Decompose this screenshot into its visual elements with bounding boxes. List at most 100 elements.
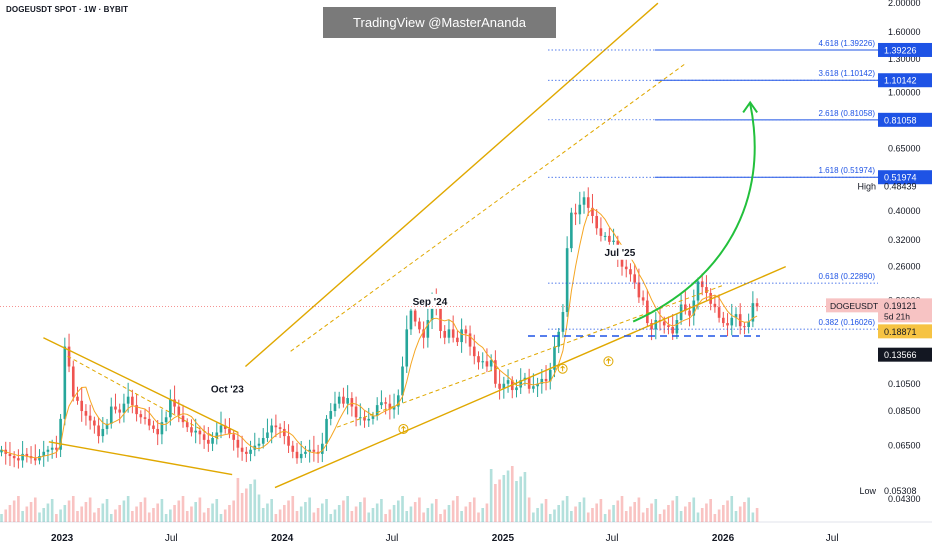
candle-body	[637, 282, 641, 298]
volume-bar	[67, 500, 71, 522]
symbol-header: DOGEUSDT SPOT · 1W · BYBIT	[6, 5, 129, 14]
volume-bar	[38, 512, 41, 522]
candle-body	[194, 430, 197, 433]
candle-body	[71, 366, 75, 397]
candle-body	[181, 415, 185, 423]
volume-bar	[33, 497, 37, 522]
volume-bar	[211, 503, 214, 522]
wedge-lower-line	[48, 441, 233, 476]
candle-body	[173, 399, 176, 407]
volume-bar	[207, 508, 210, 522]
volume-bar	[29, 502, 33, 522]
price-tick-label: 0.40000	[888, 206, 921, 216]
candle-body	[21, 453, 24, 461]
volume-bar	[25, 506, 29, 522]
volume-bar	[544, 499, 548, 522]
price-tick-label: 1.00000	[888, 88, 921, 98]
volume-bar	[684, 506, 687, 522]
candle-body	[574, 212, 577, 215]
volume-bar	[608, 509, 611, 522]
candle-body	[358, 417, 362, 419]
volume-bar	[717, 509, 721, 522]
candle-body	[295, 451, 299, 459]
candle-body	[350, 398, 354, 407]
candle-body	[755, 303, 759, 307]
volume-bar	[629, 506, 632, 522]
annotation-bg	[202, 381, 252, 397]
touch-arrow-icon	[401, 425, 406, 432]
touch-arrow-icon	[606, 358, 611, 364]
volume-bar	[316, 508, 320, 522]
volume-bar	[536, 508, 539, 522]
volume-bar	[472, 497, 476, 522]
candle-body	[278, 427, 282, 429]
volume-bar	[561, 500, 565, 522]
annotation-bg	[595, 244, 645, 260]
touch-arrow-icon	[560, 365, 565, 372]
volume-bar	[401, 496, 404, 522]
volume-bar	[143, 497, 147, 522]
candle-body	[565, 248, 569, 313]
candle-body	[641, 297, 645, 301]
watermark: TradingView @MasterAnanda	[323, 7, 556, 38]
volume-bar	[270, 499, 273, 522]
volume-bar	[481, 508, 485, 522]
candle-body	[190, 427, 193, 433]
fib-level-label: 0.618 (0.22890)	[819, 272, 876, 281]
volume-bar	[101, 503, 105, 522]
volume-bar	[59, 509, 62, 522]
volume-bar	[624, 511, 628, 522]
candle-body	[650, 323, 653, 330]
volume-bar	[582, 497, 586, 522]
candle-body	[591, 207, 594, 216]
volume-bar	[413, 502, 417, 522]
candle-body	[118, 409, 122, 413]
candle-body	[59, 418, 62, 450]
candle-body	[608, 235, 611, 242]
volume-bar	[228, 505, 231, 522]
volume-bar	[734, 511, 738, 522]
candle-body	[249, 449, 252, 454]
candle-body	[456, 337, 459, 343]
volume-bar	[329, 514, 333, 522]
candle-body	[147, 418, 151, 426]
time-tick-label: 2023	[51, 533, 74, 544]
last-price-countdown: 5d 21h	[884, 311, 910, 321]
volume-bar	[540, 503, 544, 522]
volume-bar	[190, 506, 193, 522]
candle-body	[299, 453, 303, 459]
channel-lower-line	[274, 266, 787, 489]
channel-upper-line	[244, 2, 659, 368]
candle-body	[629, 269, 632, 275]
candle-body	[164, 417, 168, 423]
fib-price-tag: 0.81058	[884, 115, 917, 125]
touch-marker	[557, 363, 568, 374]
volume-bar	[194, 502, 197, 522]
fib-level-label: 3.618 (1.10142)	[819, 69, 876, 78]
wedge-upper-line	[43, 337, 239, 434]
volume-bar	[464, 506, 468, 522]
volume-bar	[443, 509, 447, 522]
volume-bar	[743, 502, 746, 522]
volume-bar	[548, 514, 552, 522]
candle-body	[734, 314, 738, 318]
volume-bar	[380, 499, 383, 522]
candle-body	[135, 405, 138, 415]
volume-bar	[283, 505, 286, 522]
volume-bar	[337, 505, 341, 522]
volume-bar	[363, 497, 366, 522]
candle-body	[12, 456, 16, 459]
candle-body	[93, 420, 96, 426]
volume-bar	[738, 506, 742, 522]
volume-bar	[426, 508, 430, 522]
candle-body	[582, 197, 586, 205]
candle-body	[160, 422, 164, 435]
candle-body	[270, 425, 273, 433]
volume-bar	[84, 502, 88, 522]
candle-body	[751, 303, 755, 322]
fib-level-label: 0.382 (0.16026)	[819, 318, 876, 327]
candle-body	[308, 449, 311, 452]
volume-bar	[595, 503, 598, 522]
volume-bar	[755, 508, 759, 522]
